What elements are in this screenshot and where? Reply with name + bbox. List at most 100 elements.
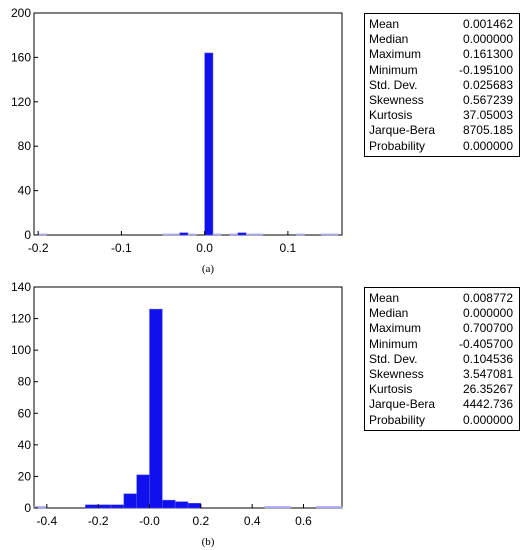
stat-label: Minimum [369, 62, 418, 77]
stat-value: -0.195100 [458, 62, 513, 77]
x-tick-label: 0.6 [295, 514, 312, 528]
histogram-bar [264, 506, 279, 509]
stat-row: Jarque-Bera 4442.736 [369, 397, 513, 412]
histogram-bar [187, 503, 202, 509]
stat-value: 0.161300 [462, 47, 513, 62]
stat-label: Skewness [369, 366, 424, 381]
histogram-bar [328, 506, 343, 509]
stat-row: Minimum -0.405700 [369, 337, 513, 352]
stat-label: Maximum [369, 47, 422, 62]
stat-value: 3.547081 [462, 366, 513, 381]
x-tick-label: -0.2 [88, 514, 109, 528]
y-tick-label: 60 [18, 406, 32, 420]
histogram-bar [149, 308, 163, 509]
histogram-bar [162, 233, 172, 236]
stat-value: 26.35267 [462, 382, 513, 397]
y-tick-label: 140 [11, 280, 31, 294]
y-tick-label: 160 [11, 50, 31, 64]
stat-value: 0.000000 [462, 412, 513, 427]
stat-row: Probability 0.000000 [369, 413, 513, 428]
stat-value: 0.001462 [462, 17, 513, 31]
stat-label: Probability [369, 138, 426, 153]
histogram-bar [246, 233, 255, 236]
x-tick-label: -0.2 [28, 241, 49, 255]
stat-row: Median 0.000000 [369, 306, 513, 321]
histogram-bar [254, 233, 264, 236]
stat-label: Mean [369, 17, 400, 31]
y-tick-label: 100 [11, 343, 31, 357]
stat-label: Maximum [369, 321, 422, 336]
y-tick-label: 200 [11, 6, 31, 20]
stat-row: Probability 0.000000 [369, 139, 513, 154]
stat-value: -0.405700 [458, 336, 513, 351]
y-tick-label: 80 [18, 375, 32, 389]
histogram-bar [162, 499, 176, 509]
histogram-bar [237, 232, 247, 236]
y-tick-label: 40 [18, 184, 32, 198]
stat-label: Skewness [369, 92, 424, 107]
stat-row: Kurtosis 26.35267 [369, 382, 513, 397]
stat-row: Skewness 3.547081 [369, 367, 513, 382]
histogram-bar [295, 233, 305, 236]
stat-value: 0.000000 [462, 138, 513, 153]
x-tick-label: 0.0 [196, 241, 213, 255]
stat-value: 4442.736 [462, 397, 513, 412]
histogram-bar [229, 233, 239, 236]
stat-row: Maximum 0.161300 [369, 47, 513, 62]
stat-label: Jarque-Bera [369, 397, 436, 412]
panel-label-b: (b) [202, 536, 215, 548]
histogram-bar [179, 232, 189, 236]
histogram-bar [174, 501, 189, 509]
histogram-bar [187, 233, 197, 236]
stat-value: 37.05003 [462, 108, 513, 123]
y-tick-label: 120 [11, 95, 31, 109]
stat-row: Mean 0.001462 [369, 17, 513, 32]
histogram-bar [85, 504, 99, 509]
stat-row: Jarque-Bera 8705.185 [369, 123, 513, 138]
stat-label: Kurtosis [369, 382, 413, 397]
histogram-bar [329, 233, 339, 236]
stat-label: Jarque-Bera [369, 123, 436, 138]
stats-box-b: Mean 0.008772 Median 0.000000 Maximum 0.70070… [364, 287, 520, 431]
stat-value: 0.000000 [462, 32, 513, 47]
x-tick-label: 0.1 [280, 241, 297, 255]
stat-value: 0.567239 [462, 92, 513, 107]
histogram-bar [37, 233, 47, 236]
stat-value: 8705.185 [462, 123, 513, 138]
stats-box-a: Mean 0.001462 Median 0.000000 Maximum 0.16130… [364, 13, 520, 157]
histogram-bar [110, 504, 125, 509]
stat-label: Median [369, 32, 409, 47]
stat-label: Std. Dev. [369, 351, 418, 366]
stat-row: Minimum -0.195100 [369, 63, 513, 78]
stat-row: Mean 0.008772 [369, 291, 513, 306]
histogram-bar [97, 504, 112, 509]
stat-label: Probability [369, 412, 426, 427]
histogram-bar [204, 52, 214, 236]
histogram-bar [316, 506, 330, 509]
panel-label-a: (a) [202, 263, 215, 275]
stat-row: Skewness 0.567239 [369, 93, 513, 108]
stat-label: Kurtosis [369, 108, 413, 123]
x-tick-label: -0.0 [139, 514, 160, 528]
histogram-bar [123, 493, 137, 509]
y-tick-label: 0 [24, 501, 31, 515]
stat-label: Mean [369, 291, 400, 305]
stat-value: 0.025683 [462, 77, 513, 92]
plot-frame-a [33, 12, 343, 236]
x-tick-label: 0.2 [192, 514, 209, 528]
stat-label: Std. Dev. [369, 77, 418, 92]
stat-value: 0.700700 [462, 321, 513, 336]
stat-label: Median [369, 306, 409, 321]
y-tick-label: 120 [11, 312, 31, 326]
y-tick-label: 80 [18, 139, 32, 153]
y-tick-label: 40 [18, 438, 32, 452]
y-tick-label: 0 [24, 228, 31, 242]
histogram-bar [136, 474, 150, 509]
stat-row: Median 0.000000 [369, 32, 513, 47]
histogram-bar [212, 233, 222, 236]
histogram-bar [320, 233, 330, 236]
plot-frame-b [33, 286, 343, 509]
stat-row: Maximum 0.700700 [369, 321, 513, 336]
stat-row: Std. Dev. 0.025683 [369, 78, 513, 93]
